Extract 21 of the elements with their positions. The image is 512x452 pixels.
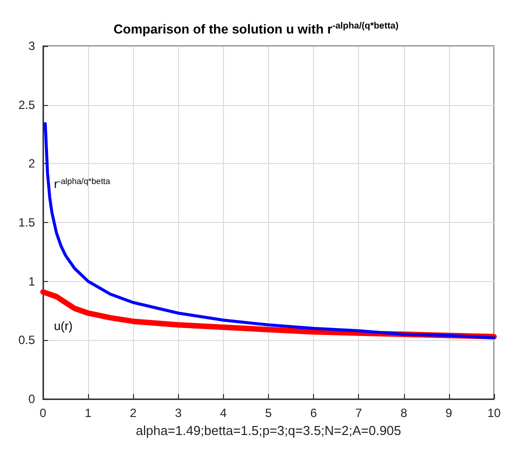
annotation: u(r) — [54, 319, 73, 333]
y-tick-label: 2 — [28, 156, 36, 171]
y-tick-label: 0 — [28, 392, 36, 406]
x-tick-label: 4 — [220, 406, 228, 420]
x-tick-label: 3 — [174, 406, 182, 420]
x-tick-label: 5 — [265, 406, 272, 420]
x-tick-label: 10 — [487, 406, 501, 420]
x-tick-label: 7 — [355, 406, 362, 420]
y-tick-label: 0.5 — [18, 333, 36, 348]
x-tick-label: 0 — [40, 406, 47, 420]
y-tick-label: 1.5 — [18, 216, 36, 230]
y-tick-label: 1 — [28, 274, 36, 288]
x-tick-label: 9 — [446, 406, 453, 420]
x-tick-label: 2 — [130, 406, 137, 420]
y-tick-label: 2.5 — [18, 98, 36, 112]
line-series — [44, 122, 496, 340]
x-tick-label: 8 — [400, 406, 408, 420]
x-tick-label: 1 — [84, 406, 92, 420]
x-axis-title: alpha=1.49;betta=1.5;p=3;q=3.5;N=2;A=0.905 — [136, 422, 402, 438]
x-tick-label: 6 — [310, 406, 318, 420]
y-tick-label: 3 — [28, 39, 36, 53]
